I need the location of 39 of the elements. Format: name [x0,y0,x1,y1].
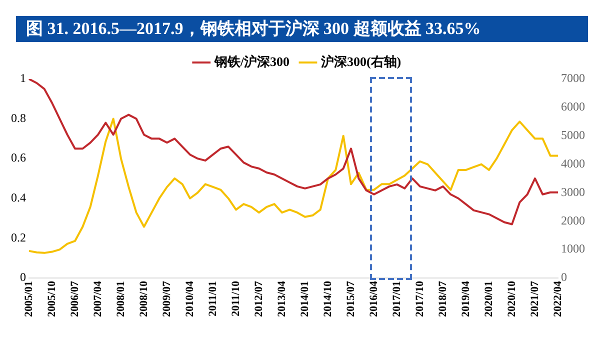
legend-label: 沪深300(右轴) [320,54,402,69]
y2-tick-label: 3000 [561,184,585,199]
y-tick-label: 0.2 [11,230,26,244]
x-tick-label: 2022/04 [552,280,564,318]
y2-tick-label: 0 [561,270,567,284]
y-tick-label: 1 [20,71,26,86]
x-tick-label: 2020/01 [482,280,495,318]
x-tick-label: 2011/10 [230,280,242,316]
x-tick-label: 2018/07 [436,280,449,318]
x-tick-label: 2008/01 [114,280,127,318]
x-tick-label: 2017/10 [414,280,426,318]
x-tick-label: 2015/07 [344,280,357,318]
x-tick-label: 2007/04 [92,280,104,318]
y2-tick-label: 6000 [561,100,585,114]
x-tick-label: 2016/04 [368,280,380,318]
x-tick-label: 2010/04 [184,280,196,318]
x-tick-label: 2017/01 [390,280,403,318]
x-tick-label: 2014/01 [298,280,311,318]
chart-title: 图 31. 2016.5—2017.9，钢铁相对于沪深 300 超额收益 33.65% [16,16,588,42]
x-tick-label: 2013/04 [276,280,288,318]
y2-tick-label: 1000 [561,242,585,256]
x-tick-label: 2005/10 [46,280,58,318]
x-tick-label: 2020/10 [506,280,518,318]
y-tick-label: 0.6 [11,150,26,165]
x-tick-label: 2021/07 [528,280,541,318]
y2-tick-label: 7000 [561,71,585,86]
y2-tick-label: 5000 [561,128,585,142]
x-tick-label: 2011/01 [206,280,219,316]
y2-tick-label: 4000 [561,156,585,170]
y-tick-label: 0.4 [11,190,26,205]
legend-label: 钢铁/沪深300 [213,54,290,69]
x-tick-label: 2014/10 [322,280,334,318]
y-tick-label: 0.8 [11,110,26,125]
x-tick-label: 2019/04 [460,280,472,318]
x-tick-label: 2009/07 [160,280,173,318]
y2-tick-label: 2000 [561,213,585,228]
x-tick-label: 2012/07 [252,280,265,318]
x-tick-label: 2008/10 [138,280,150,318]
x-tick-label: 2006/07 [68,280,81,318]
